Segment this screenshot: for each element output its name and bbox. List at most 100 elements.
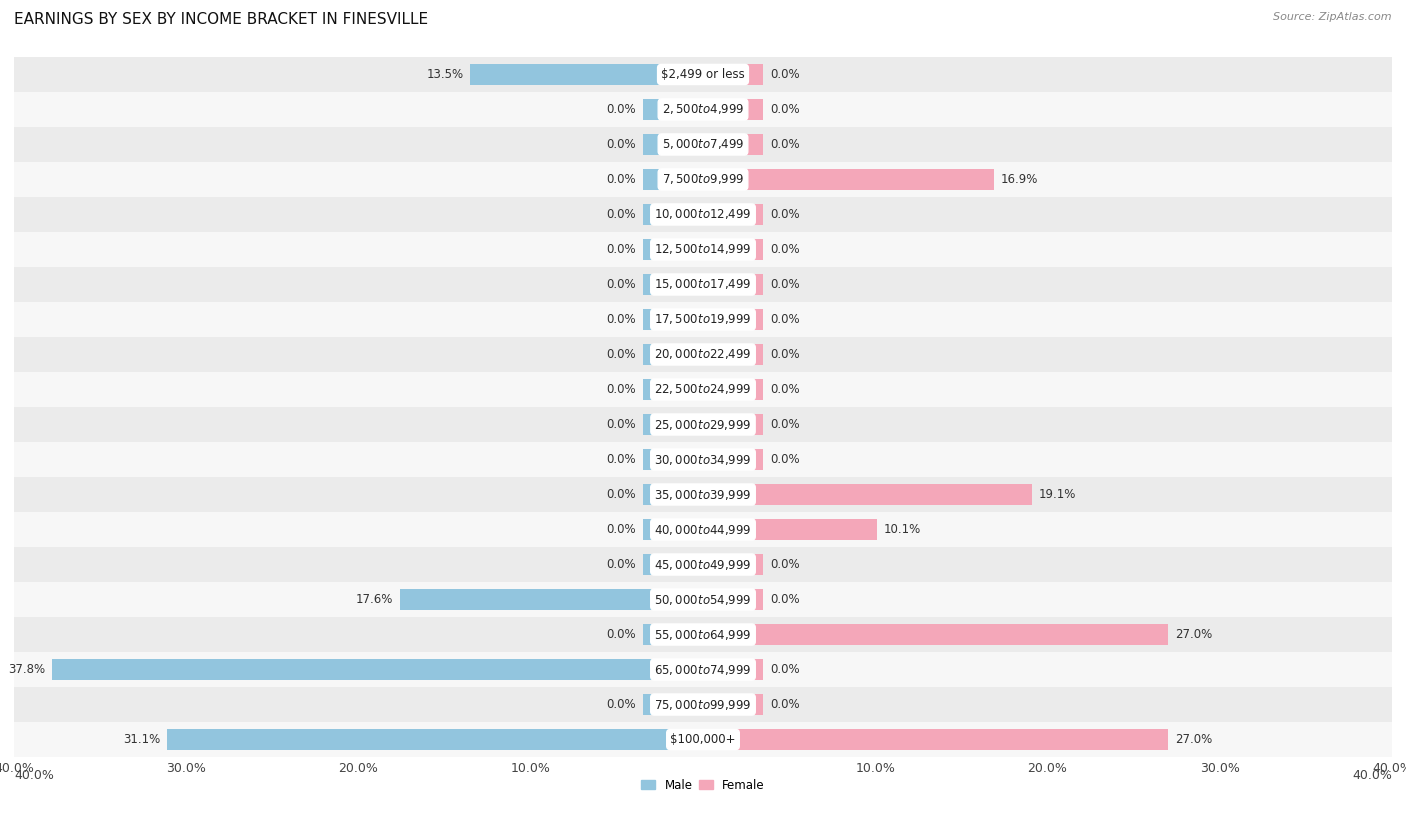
Text: 0.0%: 0.0% <box>606 628 636 641</box>
Bar <box>14 162 1392 197</box>
Bar <box>14 57 1392 92</box>
Bar <box>14 652 1392 687</box>
Bar <box>703 63 763 85</box>
Text: 0.0%: 0.0% <box>606 313 636 326</box>
Text: $15,000 to $17,499: $15,000 to $17,499 <box>654 278 752 291</box>
Text: $5,000 to $7,499: $5,000 to $7,499 <box>662 138 744 151</box>
Text: 0.0%: 0.0% <box>770 313 800 326</box>
Text: 0.0%: 0.0% <box>606 418 636 431</box>
Bar <box>703 449 763 470</box>
Text: 0.0%: 0.0% <box>770 418 800 431</box>
Bar <box>703 98 763 120</box>
Bar <box>14 302 1392 337</box>
Text: 0.0%: 0.0% <box>770 103 800 116</box>
Text: $45,000 to $49,999: $45,000 to $49,999 <box>654 558 752 571</box>
Text: $12,500 to $14,999: $12,500 to $14,999 <box>654 243 752 256</box>
Bar <box>643 484 703 505</box>
Bar <box>14 92 1392 127</box>
Bar <box>643 379 703 400</box>
Bar <box>643 414 703 435</box>
Text: 31.1%: 31.1% <box>124 733 160 746</box>
Text: 0.0%: 0.0% <box>606 348 636 361</box>
Bar <box>703 133 763 155</box>
Bar <box>643 554 703 575</box>
Text: 0.0%: 0.0% <box>770 593 800 606</box>
Text: 0.0%: 0.0% <box>606 173 636 186</box>
Bar <box>703 309 763 330</box>
Bar <box>643 344 703 365</box>
Bar <box>643 519 703 540</box>
Text: 0.0%: 0.0% <box>606 558 636 571</box>
Bar <box>167 729 703 751</box>
Text: 19.1%: 19.1% <box>1039 488 1076 501</box>
Text: $35,000 to $39,999: $35,000 to $39,999 <box>654 488 752 501</box>
Bar <box>643 624 703 646</box>
Bar <box>703 239 763 260</box>
Bar <box>703 414 763 435</box>
Text: 37.8%: 37.8% <box>8 663 45 676</box>
Text: 27.0%: 27.0% <box>1175 733 1212 746</box>
Text: 0.0%: 0.0% <box>606 488 636 501</box>
Text: 0.0%: 0.0% <box>770 383 800 396</box>
Text: 16.9%: 16.9% <box>1001 173 1039 186</box>
Bar <box>471 63 703 85</box>
Bar <box>14 127 1392 162</box>
Bar <box>14 337 1392 372</box>
Text: Source: ZipAtlas.com: Source: ZipAtlas.com <box>1274 12 1392 22</box>
Text: $2,500 to $4,999: $2,500 to $4,999 <box>662 103 744 116</box>
Bar <box>703 589 763 610</box>
Bar <box>643 98 703 120</box>
Text: 0.0%: 0.0% <box>606 208 636 221</box>
Text: $7,500 to $9,999: $7,500 to $9,999 <box>662 173 744 186</box>
Text: 0.0%: 0.0% <box>606 698 636 711</box>
Bar <box>703 624 1168 646</box>
Bar <box>14 722 1392 757</box>
Text: $20,000 to $22,499: $20,000 to $22,499 <box>654 348 752 361</box>
Legend: Male, Female: Male, Female <box>637 774 769 797</box>
Text: $30,000 to $34,999: $30,000 to $34,999 <box>654 453 752 466</box>
Text: 27.0%: 27.0% <box>1175 628 1212 641</box>
Text: 0.0%: 0.0% <box>770 698 800 711</box>
Bar <box>14 617 1392 652</box>
Bar <box>52 659 703 681</box>
Text: 0.0%: 0.0% <box>606 523 636 536</box>
Text: $55,000 to $64,999: $55,000 to $64,999 <box>654 628 752 641</box>
Bar <box>14 197 1392 232</box>
Bar <box>14 442 1392 477</box>
Bar <box>14 687 1392 722</box>
Text: 0.0%: 0.0% <box>770 558 800 571</box>
Bar <box>399 589 703 610</box>
Bar <box>703 659 763 681</box>
Bar <box>703 554 763 575</box>
Bar <box>643 133 703 155</box>
Text: 17.6%: 17.6% <box>356 593 392 606</box>
Text: 0.0%: 0.0% <box>770 208 800 221</box>
Text: 10.1%: 10.1% <box>884 523 921 536</box>
Text: $75,000 to $99,999: $75,000 to $99,999 <box>654 698 752 711</box>
Bar <box>703 729 1168 751</box>
Text: 0.0%: 0.0% <box>606 383 636 396</box>
Text: 0.0%: 0.0% <box>606 278 636 291</box>
Bar <box>14 477 1392 512</box>
Text: 0.0%: 0.0% <box>770 278 800 291</box>
Bar <box>643 694 703 716</box>
Bar <box>643 239 703 260</box>
Text: 0.0%: 0.0% <box>770 68 800 81</box>
Bar <box>14 232 1392 267</box>
Text: 0.0%: 0.0% <box>770 348 800 361</box>
Bar <box>643 309 703 330</box>
Text: $22,500 to $24,999: $22,500 to $24,999 <box>654 383 752 396</box>
Bar <box>14 512 1392 547</box>
Text: 40.0%: 40.0% <box>14 769 53 782</box>
Text: 0.0%: 0.0% <box>770 243 800 256</box>
Text: 0.0%: 0.0% <box>606 453 636 466</box>
Bar <box>14 547 1392 582</box>
Text: 0.0%: 0.0% <box>770 138 800 151</box>
Bar <box>703 204 763 225</box>
Bar <box>643 204 703 225</box>
Text: $2,499 or less: $2,499 or less <box>661 68 745 81</box>
Text: 13.5%: 13.5% <box>426 68 464 81</box>
Text: 0.0%: 0.0% <box>606 243 636 256</box>
Bar <box>14 267 1392 302</box>
Bar <box>14 582 1392 617</box>
